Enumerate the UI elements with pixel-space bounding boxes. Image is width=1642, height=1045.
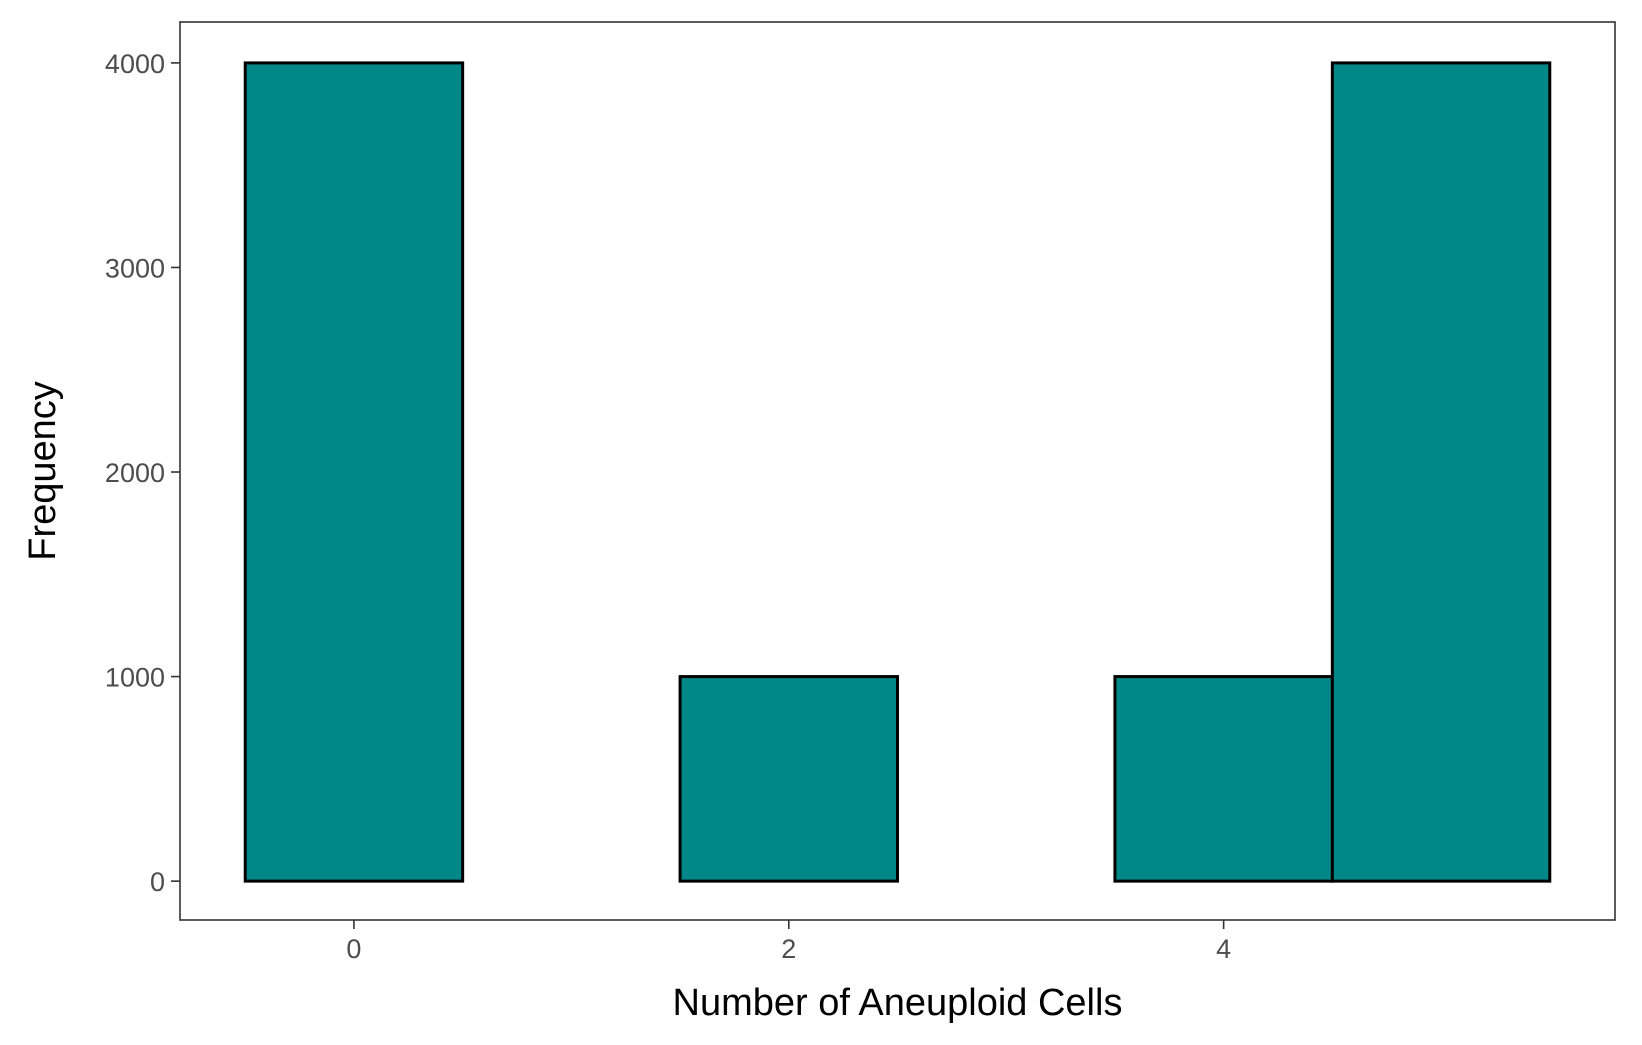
histogram-bar xyxy=(1330,61,1552,883)
histogram-bar xyxy=(243,61,465,883)
panel-border xyxy=(179,21,1616,921)
y-tick-label: 4000 xyxy=(105,49,165,79)
y-tick-label: 3000 xyxy=(105,253,165,283)
x-axis-title: Number of Aneuploid Cells xyxy=(673,982,1123,1024)
y-tick-label: 0 xyxy=(150,867,165,897)
x-tick-label: 2 xyxy=(781,934,796,964)
x-axis: 0 2 4 xyxy=(346,920,1231,964)
histogram-bar xyxy=(1113,675,1334,883)
x-tick-label: 0 xyxy=(346,934,361,964)
y-axis-title: Frequency xyxy=(22,381,64,561)
y-tick-label: 2000 xyxy=(105,458,165,488)
x-tick-label: 4 xyxy=(1216,934,1231,964)
bars-layer xyxy=(243,61,1552,883)
y-tick-label: 1000 xyxy=(105,663,165,693)
y-axis: 0 1000 2000 3000 4000 xyxy=(105,49,180,897)
histogram-bar xyxy=(678,675,899,883)
